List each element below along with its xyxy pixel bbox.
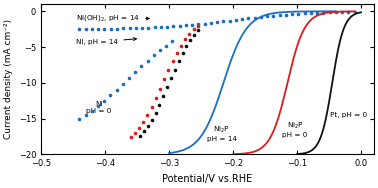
Text: Ni$_2$P
pH = 14: Ni$_2$P pH = 14 [206, 124, 237, 142]
Y-axis label: Current density (mA cm⁻²): Current density (mA cm⁻²) [4, 19, 13, 139]
Text: Pt, pH = 0: Pt, pH = 0 [330, 112, 367, 118]
Text: Ni
pH = 0: Ni pH = 0 [86, 101, 112, 114]
Text: Ni(OH)$_2$, pH = 14: Ni(OH)$_2$, pH = 14 [76, 14, 149, 24]
X-axis label: Potential/V vs.RHE: Potential/V vs.RHE [162, 174, 253, 184]
Text: Ni, pH = 14: Ni, pH = 14 [76, 38, 136, 45]
Text: Ni$_2$P
pH = 0: Ni$_2$P pH = 0 [282, 121, 308, 138]
